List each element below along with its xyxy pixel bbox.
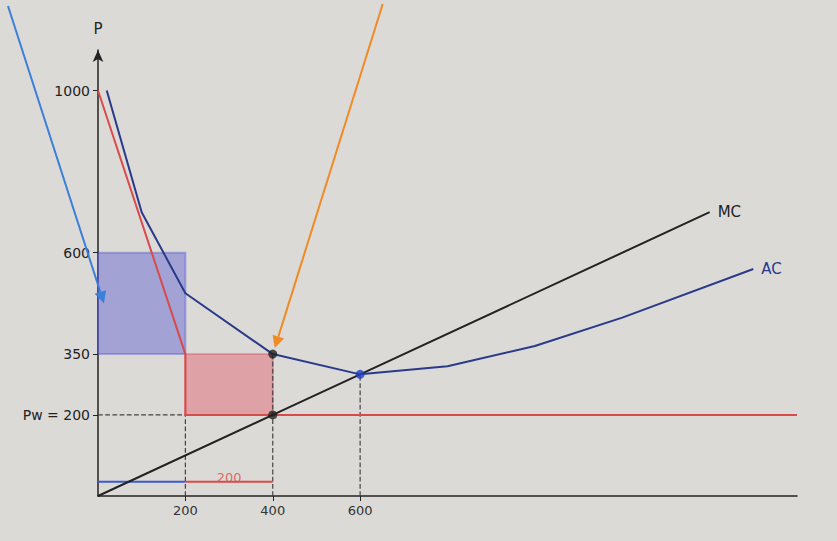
svg-text:600: 600 [348, 503, 373, 518]
svg-text:Pw = 200: Pw = 200 [23, 407, 90, 423]
svg-text:400: 400 [260, 503, 285, 518]
svg-text:P: P [93, 20, 102, 38]
svg-text:200: 200 [217, 470, 242, 485]
svg-text:MC: MC [718, 203, 741, 221]
svg-text:350: 350 [63, 346, 90, 362]
svg-text:200: 200 [173, 503, 198, 518]
svg-text:AC: AC [761, 260, 781, 278]
svg-text:600: 600 [63, 244, 90, 261]
svg-text:1000: 1000 [54, 83, 90, 99]
